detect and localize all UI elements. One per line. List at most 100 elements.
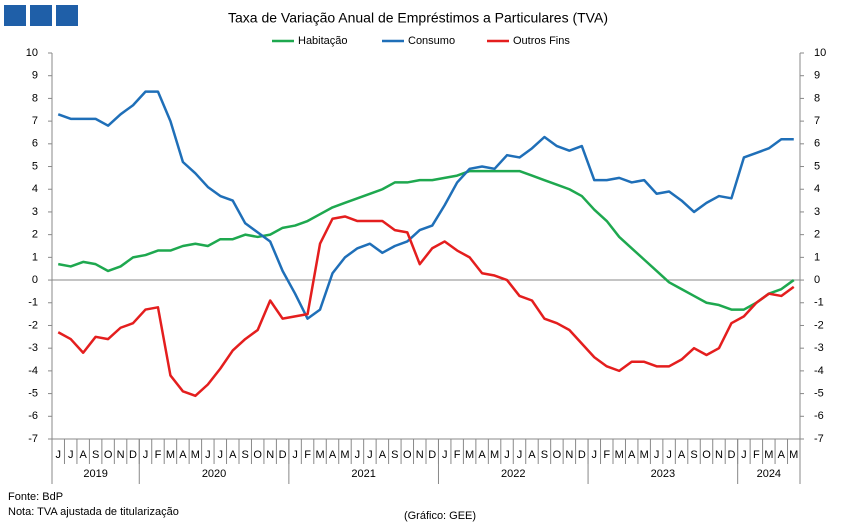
x-tick-label: M <box>315 449 324 461</box>
x-tick-label: S <box>92 449 99 461</box>
x-tick-label: D <box>727 449 735 461</box>
x-tick-label: F <box>753 449 760 461</box>
x-tick-label: J <box>654 449 660 461</box>
source: Fonte: BdP <box>8 491 63 503</box>
series-line <box>57 215 795 398</box>
legend-label: Outros Fins <box>513 35 570 47</box>
x-tick-label: F <box>155 449 162 461</box>
year-label: 2020 <box>202 468 226 480</box>
y-tick-label: 7 <box>32 115 38 127</box>
year-label: 2023 <box>651 468 675 480</box>
x-tick-label: J <box>592 449 598 461</box>
x-tick-label: A <box>528 449 536 461</box>
x-tick-label: A <box>179 449 187 461</box>
y2-tick-label: 5 <box>814 160 820 172</box>
x-tick-label: A <box>79 449 87 461</box>
y-tick-label: 6 <box>32 138 38 150</box>
x-tick-label: M <box>640 449 649 461</box>
logo-block <box>4 5 26 26</box>
x-tick-label: N <box>416 449 424 461</box>
x-tick-label: D <box>279 449 287 461</box>
y2-tick-label: -5 <box>814 387 824 399</box>
y-tick-label: -6 <box>28 410 38 422</box>
y-tick-label: -2 <box>28 319 38 331</box>
x-tick-label: S <box>541 449 548 461</box>
y-tick-label: 1 <box>32 251 38 263</box>
x-tick-label: A <box>379 449 387 461</box>
x-tick-label: F <box>454 449 461 461</box>
x-tick-label: D <box>428 449 436 461</box>
y-tick-label: 5 <box>32 160 38 172</box>
x-tick-label: J <box>367 449 373 461</box>
y2-tick-label: 9 <box>814 70 820 82</box>
y2-tick-label: 2 <box>814 229 820 241</box>
x-tick-label: N <box>715 449 723 461</box>
x-tick-label: M <box>764 449 773 461</box>
y-tick-label: 8 <box>32 92 38 104</box>
x-tick-label: J <box>143 449 149 461</box>
y-tick-label: 0 <box>32 274 38 286</box>
x-tick-label: O <box>253 449 262 461</box>
credit: (Gráfico: GEE) <box>404 510 476 522</box>
x-tick-label: J <box>68 449 74 461</box>
y2-tick-label: -1 <box>814 297 824 309</box>
x-tick-label: A <box>778 449 786 461</box>
year-label: 2022 <box>501 468 525 480</box>
x-tick-label: O <box>553 449 562 461</box>
y2-tick-label: 4 <box>814 183 820 195</box>
y2-tick-label: 3 <box>814 206 820 218</box>
x-tick-label: J <box>55 449 61 461</box>
y-tick-label: -7 <box>28 433 38 445</box>
y2-tick-label: -6 <box>814 410 824 422</box>
x-tick-label: N <box>565 449 573 461</box>
y-tick-label: -1 <box>28 297 38 309</box>
y-tick-label: 3 <box>32 206 38 218</box>
year-label: 2021 <box>351 468 375 480</box>
y2-tick-label: -2 <box>814 319 824 331</box>
note: Nota: TVA ajustada de titularização <box>8 506 179 518</box>
y-tick-label: 9 <box>32 70 38 82</box>
x-tick-label: A <box>229 449 237 461</box>
y-tick-label: -5 <box>28 387 38 399</box>
chart-title: Taxa de Variação Anual de Empréstimos a … <box>228 10 608 26</box>
y2-tick-label: -7 <box>814 433 824 445</box>
series-line <box>58 169 795 311</box>
x-tick-label: N <box>117 449 125 461</box>
x-tick-label: D <box>129 449 137 461</box>
x-tick-label: S <box>391 449 398 461</box>
x-tick-label: N <box>266 449 274 461</box>
x-tick-label: M <box>490 449 499 461</box>
y2-tick-label: 1 <box>814 251 820 263</box>
series-line <box>57 90 794 320</box>
y-tick-label: 10 <box>26 47 38 59</box>
x-tick-label: J <box>292 449 298 461</box>
legend-label: Consumo <box>408 35 455 47</box>
x-tick-label: A <box>478 449 486 461</box>
y-tick-label: -3 <box>28 342 38 354</box>
y2-tick-label: 6 <box>814 138 820 150</box>
x-tick-label: M <box>465 449 474 461</box>
x-tick-label: O <box>403 449 412 461</box>
y2-tick-label: 8 <box>814 92 820 104</box>
x-tick-label: J <box>442 449 448 461</box>
x-tick-label: J <box>218 449 224 461</box>
year-label: 2019 <box>83 468 107 480</box>
y2-tick-label: 0 <box>814 274 820 286</box>
x-tick-label: J <box>504 449 510 461</box>
x-tick-label: M <box>191 449 200 461</box>
year-label: 2024 <box>757 468 781 480</box>
x-tick-label: F <box>603 449 610 461</box>
x-tick-label: O <box>702 449 711 461</box>
x-tick-label: J <box>741 449 747 461</box>
x-tick-label: A <box>329 449 337 461</box>
y2-tick-label: -4 <box>814 365 824 377</box>
x-tick-label: J <box>355 449 361 461</box>
y2-tick-label: 7 <box>814 115 820 127</box>
x-tick-label: D <box>578 449 586 461</box>
y-tick-label: -4 <box>28 365 38 377</box>
x-tick-label: A <box>678 449 686 461</box>
x-tick-label: O <box>104 449 113 461</box>
x-tick-label: J <box>205 449 211 461</box>
x-tick-label: S <box>242 449 249 461</box>
